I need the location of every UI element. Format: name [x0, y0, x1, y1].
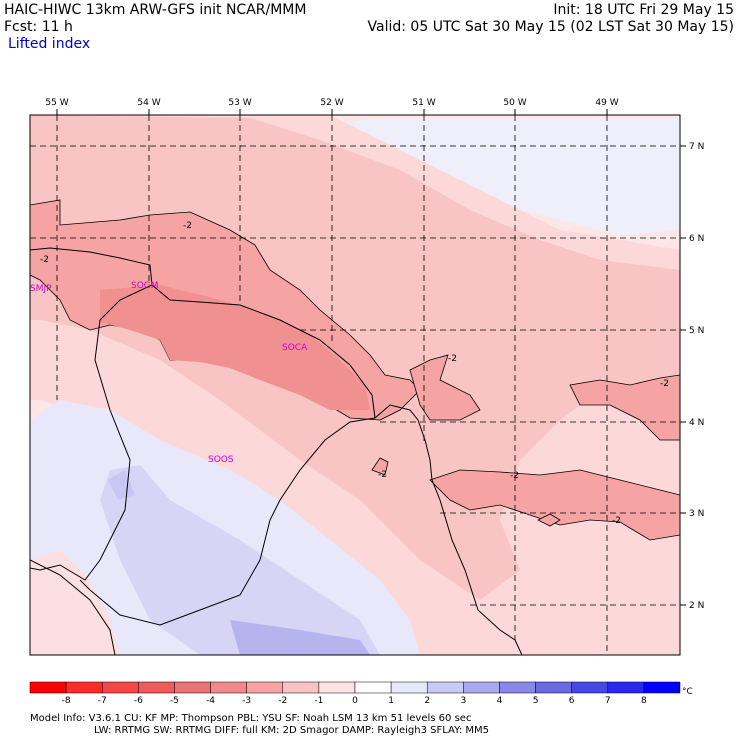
colorbar-tick-label: 6 — [569, 696, 575, 706]
coast-sw — [30, 559, 116, 655]
shaded-field — [30, 115, 680, 655]
station-smjp: SMJP — [30, 284, 52, 294]
shade-minus1-sw-coast — [30, 550, 120, 655]
lon-label: 52 W — [320, 98, 343, 108]
lon-label: 53 W — [228, 98, 251, 108]
lon-label: 51 W — [412, 98, 435, 108]
colorbar-swatch — [174, 681, 211, 694]
colorbar-tick-label: 7 — [605, 696, 611, 706]
station-soca: SOCA — [282, 343, 308, 353]
colorbar-tick-label: 3 — [460, 696, 466, 706]
lat-ticks — [680, 145, 686, 606]
model-info-line2: LW: RRTMG SW: RRTMG DIFF: full KM: 2D Sm… — [94, 725, 490, 736]
shade-minus2-east-patch — [569, 374, 680, 441]
colorbar-tick-label: 2 — [424, 696, 430, 706]
colorbar-tick-label: -1 — [314, 696, 323, 706]
shade-minus2-speck-2 — [537, 513, 561, 527]
colorbar-swatch — [571, 681, 609, 694]
colorbar-swatch — [535, 681, 572, 694]
contour-label: -2 — [40, 255, 49, 265]
lat-labels: 7 N 6 N 5 N 4 N 3 N 2 N — [689, 142, 704, 611]
shade-0-to-1-ne — [330, 118, 680, 235]
station-labels: SMJP SOGM SOCA SOOS — [30, 281, 308, 465]
lon-label: 49 W — [595, 98, 618, 108]
colorbar-swatch — [463, 681, 500, 694]
colorbar-tick-label: 0 — [352, 696, 358, 706]
colorbar-swatch — [210, 681, 247, 694]
shade-minus2-east-band — [429, 469, 680, 541]
amapa-coast — [374, 404, 523, 655]
colorbar-swatch — [138, 681, 175, 694]
shade-2-to-3 — [230, 620, 370, 655]
colorbar-swatch — [101, 681, 139, 694]
colorbar-swatch — [246, 681, 284, 694]
colorbar-swatch — [282, 681, 320, 694]
colorbar-tick-label: -7 — [98, 696, 107, 706]
contour-labels: -2 -2 -2 -2 -2 -2 -2 — [40, 221, 669, 526]
contour-label: -2 — [378, 470, 387, 480]
colorbar-tick-label: -4 — [206, 696, 215, 706]
colorbar-tick-label: 5 — [533, 696, 539, 706]
colorbar-tick-label: -2 — [278, 696, 287, 706]
colorbar-swatch — [607, 681, 645, 694]
valid-time: Valid: 05 UTC Sat 30 May 15 (02 LST Sat … — [367, 19, 734, 35]
contour-label: -2 — [448, 354, 457, 364]
shade-minus2-speck — [371, 457, 389, 476]
init-time: Init: 18 UTC Fri 29 May 15 — [553, 2, 734, 18]
map-frame — [29, 114, 681, 656]
field-name: Lifted index — [8, 36, 91, 52]
model-info-line1: Model Info: V3.6.1 CU: KF MP: Thompson P… — [30, 713, 472, 724]
colorbar-swatch — [499, 681, 536, 694]
lat-label: 2 N — [689, 601, 704, 611]
lat-label: 3 N — [689, 509, 704, 519]
shade-minus2-small-patch — [409, 354, 481, 421]
colorbar-swatch — [29, 681, 67, 694]
graticule — [30, 115, 680, 655]
colorbar-swatch — [65, 681, 103, 694]
lon-label: 54 W — [137, 98, 160, 108]
colorbar-swatch — [390, 681, 428, 694]
contour-label: -2 — [612, 516, 621, 526]
colorbar-swatch — [643, 681, 681, 694]
shade-2-spot — [108, 470, 135, 500]
colorbar-swatch — [354, 681, 392, 694]
colorbar-tick-label: -3 — [242, 696, 251, 706]
colorbar: -8 -7 -6 -5 -4 -3 -2 -1 0 1 2 3 4 5 6 7 8 °C — [29, 681, 693, 706]
coastlines-borders — [30, 247, 523, 655]
lat-label: 7 N — [689, 142, 704, 152]
shade-0-to-1-sw — [30, 400, 420, 655]
colorbar-tick-label: 8 — [641, 696, 647, 706]
colorbar-tick-label: -6 — [134, 696, 143, 706]
colorbar-swatch — [318, 681, 356, 694]
station-soos: SOOS — [208, 455, 234, 465]
colorbar-unit: °C — [682, 687, 693, 697]
lat-label: 6 N — [689, 234, 704, 244]
station-sogm: SOGM — [131, 281, 159, 291]
colorbar-tick-label: -5 — [170, 696, 179, 706]
lat-label: 4 N — [689, 418, 704, 428]
shade-1-to-2 — [100, 465, 380, 655]
suriname-border — [30, 247, 153, 581]
contour-label: -2 — [510, 471, 519, 481]
lon-label: 55 W — [45, 98, 68, 108]
lon-labels: 55 W 54 W 53 W 52 W 51 W 50 W 49 W — [45, 98, 618, 108]
forecast-hour: Fcst: 11 h — [4, 19, 73, 35]
french-guiana-coast — [151, 284, 376, 419]
colorbar-tick-label: 4 — [497, 696, 503, 706]
brazil-border — [79, 417, 376, 626]
model-title: HAIC-HIWC 13km ARW-GFS init NCAR/MMM — [4, 2, 307, 18]
lon-ticks — [56, 109, 608, 115]
lat-label: 5 N — [689, 326, 704, 336]
shade-minus3-core — [100, 285, 370, 410]
contour-label: -2 — [183, 221, 192, 231]
colorbar-swatch — [426, 681, 464, 694]
colorbar-tick-label: 1 — [388, 696, 394, 706]
contour-label: -2 — [660, 379, 669, 389]
colorbar-tick-label: -8 — [62, 696, 71, 706]
lon-label: 50 W — [503, 98, 526, 108]
